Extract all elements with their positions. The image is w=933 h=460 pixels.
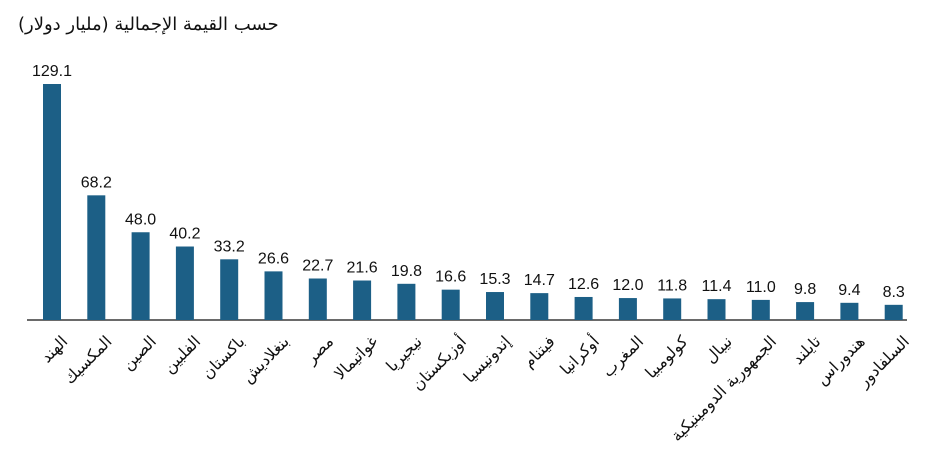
- bar: [840, 302, 859, 320]
- category-label: إندونيسيا: [460, 332, 515, 387]
- data-label: 9.4: [838, 282, 860, 299]
- data-label: 11.4: [702, 278, 732, 295]
- bar: [486, 292, 504, 320]
- data-label: 12.6: [568, 276, 599, 293]
- bar: [751, 299, 770, 320]
- data-label: 129.1: [32, 63, 72, 80]
- bar: [308, 278, 327, 320]
- data-label: 11.0: [746, 279, 776, 296]
- category-label: كولومبيا: [641, 332, 692, 383]
- data-label: 14.7: [524, 272, 555, 289]
- data-label: 12.0: [612, 277, 643, 294]
- data-label: 21.6: [347, 260, 378, 277]
- bar: [707, 299, 726, 320]
- data-label: 33.2: [214, 238, 245, 255]
- data-label: 48.0: [125, 211, 156, 228]
- bar: [618, 298, 637, 320]
- category-label: الهند: [37, 332, 72, 367]
- category-label: بنغلاديش: [238, 332, 294, 388]
- category-label: الصين: [118, 332, 161, 375]
- bar: [87, 195, 106, 320]
- bar: [663, 298, 682, 320]
- bar: [441, 289, 460, 320]
- chart-title: حسب القيمة الإجمالية (مليار دولار): [18, 14, 279, 35]
- bar: [574, 296, 593, 320]
- data-label: 68.2: [81, 174, 112, 191]
- bar: [796, 302, 815, 320]
- data-label: 19.8: [391, 263, 422, 280]
- bar: [884, 304, 903, 320]
- data-label: 40.2: [169, 226, 200, 243]
- category-label: تايلند: [788, 332, 824, 368]
- data-label: 26.6: [258, 250, 289, 267]
- data-label: 15.3: [479, 271, 510, 288]
- data-label: 22.7: [302, 258, 333, 275]
- bar: [397, 283, 416, 320]
- category-label: غواتيمالا: [330, 332, 382, 384]
- category-label: فيتنام: [519, 332, 559, 372]
- bar: [175, 246, 194, 320]
- bar: [220, 259, 239, 320]
- bar: [264, 271, 283, 320]
- bar: [131, 232, 150, 320]
- bar: [530, 293, 549, 320]
- data-label: 9.8: [794, 281, 816, 298]
- data-label: 11.8: [657, 277, 687, 294]
- bar: [353, 280, 372, 320]
- category-label: أوكرانيا: [555, 331, 603, 379]
- bar: [43, 84, 61, 320]
- category-label: مصر: [301, 332, 338, 369]
- category-label: نيبال: [701, 332, 736, 367]
- category-label: المكسيك: [60, 332, 116, 388]
- category-label: المغرب: [598, 332, 648, 382]
- data-label: 16.6: [435, 269, 466, 286]
- data-label: 8.3: [883, 284, 905, 301]
